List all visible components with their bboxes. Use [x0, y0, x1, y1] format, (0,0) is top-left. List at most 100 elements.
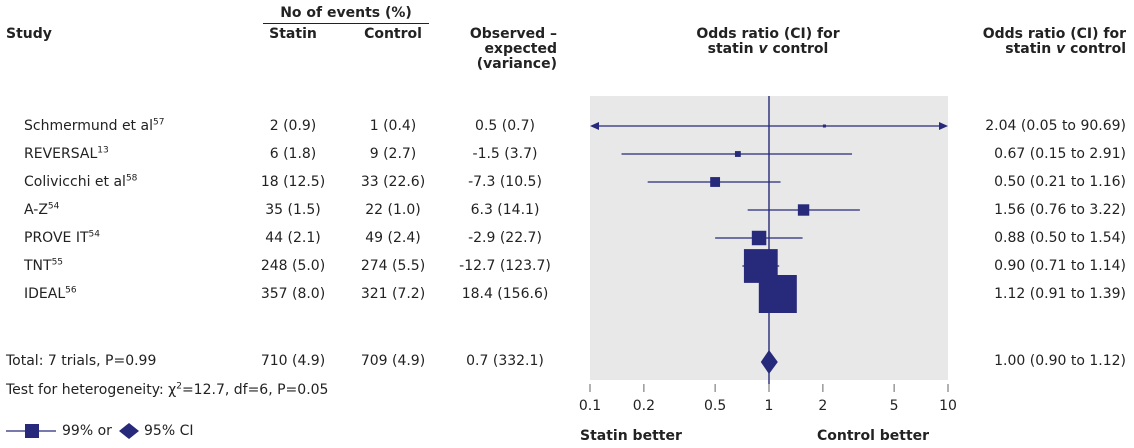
point-estimate-square: [751, 230, 767, 246]
or-column-header-line2-post: control: [1065, 41, 1126, 57]
statin-events: 248 (5.0): [260, 258, 326, 274]
heterogeneity-sup: 2: [176, 381, 182, 392]
observed-expected: 18.4 (156.6): [461, 286, 549, 302]
statin-events: 357 (8.0): [260, 286, 326, 302]
odds-ratio-text: 0.90 (0.71 to 1.14): [994, 258, 1126, 274]
study-reference: 55: [51, 257, 64, 268]
pooled-diamond: [760, 350, 778, 374]
study-reference: 54: [88, 229, 100, 240]
odds-ratio-text: 0.67 (0.15 to 2.91): [994, 146, 1126, 162]
control-header: Control: [364, 26, 422, 42]
study-name: Schmermund et al57: [24, 118, 164, 134]
total-control: 709 (4.9): [360, 353, 426, 369]
plot-title-line2: statin v control: [668, 42, 868, 57]
study-name: IDEAL56: [24, 286, 77, 302]
or-column-header: Odds ratio (CI) for statin v control: [960, 27, 1126, 57]
statin-events: 44 (2.1): [265, 230, 321, 246]
x-tick-label: 0.1: [579, 398, 601, 414]
study-name-text: A-Z: [24, 202, 48, 218]
oe-header-line3: (variance): [476, 56, 557, 72]
study-name-text: IDEAL: [24, 286, 66, 302]
x-axis-left-label: Statin better: [580, 428, 682, 444]
oe-header: Observed – expected (variance): [440, 27, 557, 72]
events-group-header: No of events (%): [280, 5, 412, 21]
control-events: 33 (22.6): [360, 174, 426, 190]
study-name-text: PROVE IT: [24, 230, 89, 246]
or-column-header-line2-v: v: [1056, 41, 1066, 57]
total-oe: 0.7 (332.1): [466, 353, 544, 369]
observed-expected: -2.9 (22.7): [468, 230, 542, 246]
control-events: 1 (0.4): [369, 118, 417, 134]
study-name: TNT55: [24, 258, 63, 274]
study-reference: 13: [97, 145, 109, 156]
study-name: PROVE IT54: [24, 230, 100, 246]
study-reference: 56: [65, 285, 77, 296]
x-tick-label: 5: [890, 398, 899, 414]
legend: 99% or 95% CI: [6, 421, 266, 441]
observed-expected: 6.3 (14.1): [470, 202, 540, 218]
observed-expected: -12.7 (123.7): [459, 258, 551, 274]
observed-expected: 0.5 (0.7): [475, 118, 535, 134]
x-tick-label: 1: [765, 398, 774, 414]
legend-diamond-marker: [119, 423, 139, 439]
study-name-text: Colivicchi et al: [24, 174, 126, 190]
control-events: 321 (7.2): [360, 286, 426, 302]
statin-events: 2 (0.9): [269, 118, 317, 134]
events-group-rule: [263, 23, 429, 24]
point-estimate-square: [734, 151, 741, 157]
legend-95-label: 95% CI: [144, 423, 194, 439]
odds-ratio-text: 0.88 (0.50 to 1.54): [994, 230, 1126, 246]
or-column-header-line1: Odds ratio (CI) for: [982, 26, 1126, 42]
point-estimate-square: [758, 275, 797, 313]
oe-header-line1: Observed –: [469, 26, 557, 42]
heterogeneity-chi: χ: [168, 382, 177, 398]
plot-title-line2-post: control: [767, 41, 829, 57]
x-tick-label: 2: [818, 398, 827, 414]
study-reference: 57: [152, 117, 165, 128]
total-statin: 710 (4.9): [260, 353, 326, 369]
x-axis-right-label: Control better: [817, 428, 930, 444]
plot-title-line2-v: v: [758, 41, 768, 57]
point-estimate-square: [710, 177, 721, 187]
statin-events: 18 (12.5): [260, 174, 326, 190]
study-name: Colivicchi et al58: [24, 174, 137, 190]
observed-expected: -7.3 (10.5): [468, 174, 542, 190]
odds-ratio-text: 1.56 (0.76 to 3.22): [994, 202, 1126, 218]
oe-header-line2: expected: [484, 41, 557, 57]
study-header: Study: [6, 26, 52, 42]
legend-99-label: 99% or: [62, 423, 112, 439]
ci-arrow-left: [590, 122, 599, 130]
point-estimate-square: [822, 124, 826, 128]
control-events: 49 (2.4): [365, 230, 421, 246]
statin-header: Statin: [269, 26, 317, 42]
x-tick-label: 0.5: [704, 398, 726, 414]
odds-ratio-text: 1.12 (0.91 to 1.39): [994, 286, 1126, 302]
study-name: REVERSAL13: [24, 146, 109, 162]
x-tick-label: 10: [939, 398, 957, 414]
odds-ratio-text: 0.50 (0.21 to 1.16): [994, 174, 1126, 190]
total-or-text: 1.00 (0.90 to 1.12): [994, 353, 1126, 369]
point-estimate-square: [797, 204, 810, 216]
heterogeneity-test: Test for heterogeneity: χ2=12.7, df=6, P…: [6, 382, 328, 398]
heterogeneity-pre: Test for heterogeneity:: [6, 382, 169, 398]
study-name-text: TNT: [24, 258, 52, 274]
study-name: A-Z54: [24, 202, 59, 218]
ci-arrow-right: [939, 122, 948, 130]
plot-title-line2-pre: statin: [707, 41, 759, 57]
control-events: 274 (5.5): [360, 258, 426, 274]
statin-events: 6 (1.8): [269, 146, 317, 162]
heterogeneity-post: =12.7, df=6, P=0.05: [181, 382, 329, 398]
study-name-text: REVERSAL: [24, 146, 98, 162]
odds-ratio-text: 2.04 (0.05 to 90.69): [985, 118, 1126, 134]
legend-square-marker: [6, 424, 56, 438]
control-events: 22 (1.0): [365, 202, 421, 218]
study-name-text: Schmermund et al: [24, 118, 153, 134]
plot-title-line1: Odds ratio (CI) for: [696, 26, 840, 42]
or-column-header-line2-pre: statin: [1005, 41, 1057, 57]
observed-expected: -1.5 (3.7): [472, 146, 538, 162]
study-reference: 58: [125, 173, 138, 184]
or-column-header-line2: statin v control: [960, 42, 1126, 57]
study-reference: 54: [47, 201, 60, 212]
control-events: 9 (2.7): [369, 146, 417, 162]
